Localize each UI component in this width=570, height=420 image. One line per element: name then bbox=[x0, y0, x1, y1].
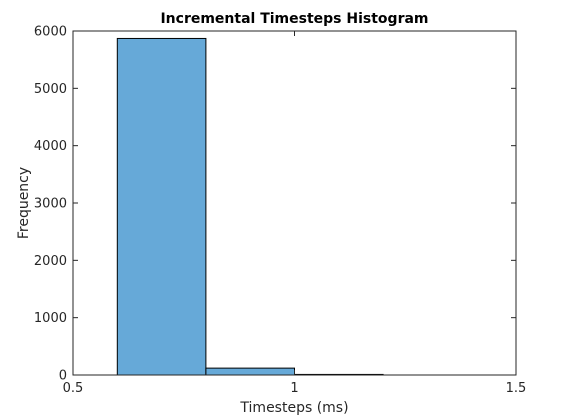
y-tick-label: 4000 bbox=[34, 139, 67, 154]
x-tick-label: 1.5 bbox=[506, 381, 527, 396]
y-tick-label: 5000 bbox=[34, 82, 67, 97]
x-axis-title: Timesteps (ms) bbox=[239, 400, 348, 416]
bars-layer bbox=[116, 37, 384, 376]
histogram-bar-1 bbox=[116, 37, 207, 376]
y-tick-label: 1000 bbox=[34, 311, 67, 326]
histogram-bar-2 bbox=[205, 367, 295, 376]
y-axis-title: Frequency bbox=[16, 167, 32, 239]
x-tick-label: 1 bbox=[290, 381, 298, 396]
y-tick-label: 0 bbox=[59, 369, 67, 384]
chart-title: Incremental Timesteps Histogram bbox=[160, 11, 428, 27]
y-tick-label: 6000 bbox=[34, 25, 67, 40]
ticks-layer: 0.5 1 1.5 0 1000 2000 3000 4000 5000 6000 bbox=[34, 25, 526, 397]
y-tick-label: 3000 bbox=[34, 197, 67, 212]
x-tick-label: 0.5 bbox=[63, 381, 84, 396]
y-tick-label: 2000 bbox=[34, 254, 67, 269]
